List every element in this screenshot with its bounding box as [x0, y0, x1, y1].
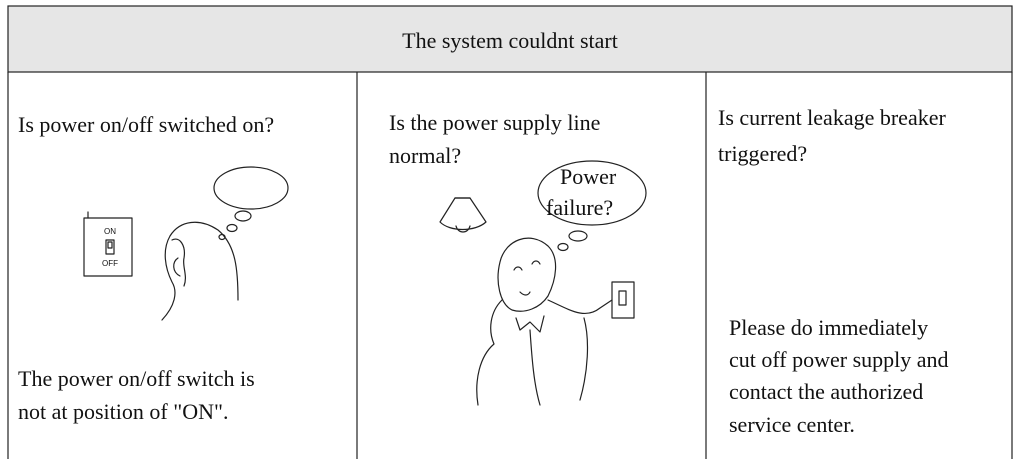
answer: service center.: [729, 412, 855, 437]
header-cell: [7, 5, 1013, 73]
bubble-text: Power: [560, 164, 617, 189]
switch-label: ON: [104, 227, 116, 236]
question: triggered?: [718, 141, 807, 166]
bubble-text: failure?: [546, 195, 613, 220]
illustration-lamp-person: [439, 160, 647, 406]
answer: contact the authorized: [729, 379, 923, 404]
question: Is power on/off switched on?: [18, 112, 274, 137]
switch-label: OFF: [102, 259, 118, 268]
answer: The power on/off switch is: [18, 366, 255, 391]
question: normal?: [389, 143, 461, 168]
answer: not at position of "ON".: [18, 399, 228, 424]
answer: Please do immediately: [729, 315, 928, 340]
answer: cut off power supply and: [729, 347, 949, 372]
question: Is current leakage breaker: [718, 105, 946, 130]
header-title: The system couldnt start: [402, 28, 618, 53]
question: Is the power supply line: [389, 110, 600, 135]
illustration-switch-person: [83, 166, 289, 321]
